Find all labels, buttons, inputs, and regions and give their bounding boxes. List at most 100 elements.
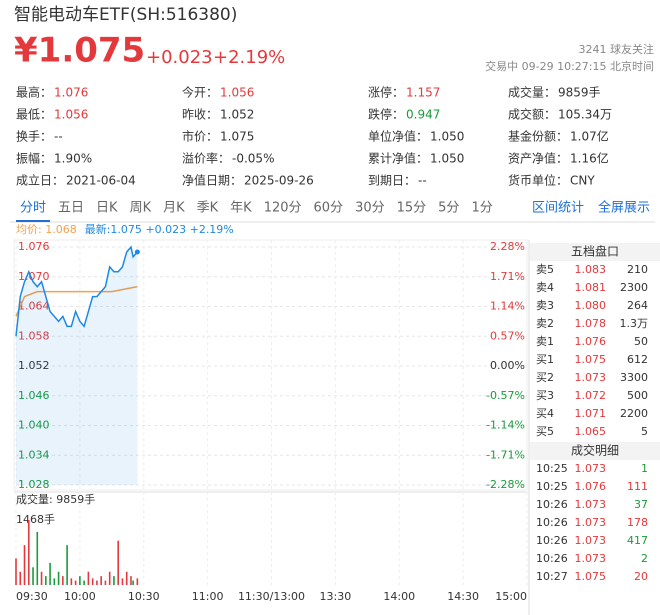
tab[interactable]: 年K: [230, 201, 252, 216]
y2-tick-label: -0.57%: [486, 389, 525, 402]
tab[interactable]: 日K: [96, 201, 118, 216]
stat-label: 到期日：: [368, 174, 416, 188]
volume-bar: [79, 576, 81, 585]
tool[interactable]: 全屏展示: [598, 200, 650, 216]
ob-level: 买5: [536, 425, 554, 438]
stat-value: --: [418, 174, 427, 188]
trade-volume: 111: [627, 480, 648, 493]
stat-value: 1.052: [220, 108, 254, 122]
volume-bar: [83, 580, 85, 585]
ob-volume: 264: [627, 299, 648, 312]
trade-volume: 178: [627, 516, 648, 529]
trade-price: 1.073: [575, 552, 607, 565]
volume-bar: [70, 578, 73, 585]
ob-level: 卖2: [536, 317, 554, 330]
x-tick-label: 11:30/13:00: [238, 590, 305, 603]
tab[interactable]: 30分: [355, 201, 385, 216]
stat-value: 1.07亿: [570, 129, 609, 144]
trade-price: 1.076: [575, 480, 607, 493]
y-tick-label: 1.076: [18, 240, 50, 253]
trade-price: 1.073: [575, 534, 607, 547]
trade-volume: 2: [641, 552, 648, 565]
trade-time: 10:27: [536, 570, 568, 583]
trades-header-bg: [530, 442, 660, 460]
stat-value: 1.90%: [54, 152, 92, 166]
trade-price: 1.073: [575, 516, 607, 529]
volume-bar: [96, 580, 98, 585]
volume-bar: [91, 578, 94, 585]
tab[interactable]: 分时: [20, 201, 46, 216]
trade-volume: 417: [627, 534, 648, 547]
tab[interactable]: 15分: [397, 201, 427, 216]
ob-volume: 500: [627, 389, 648, 402]
stat-value: --: [54, 130, 63, 144]
tab[interactable]: 月K: [163, 201, 185, 216]
tab[interactable]: 周K: [130, 201, 152, 216]
stat-value: 0.947: [406, 108, 440, 122]
ob-volume: 2200: [620, 407, 648, 420]
stat-value: 1.056: [54, 108, 88, 122]
tab[interactable]: 1分: [471, 201, 492, 216]
trade-price: 1.073: [575, 462, 607, 475]
y2-tick-label: 2.28%: [490, 240, 525, 253]
y-tick-label: 1.028: [18, 478, 50, 491]
trade-time: 10:26: [536, 552, 568, 565]
ob-volume: 2300: [620, 281, 648, 294]
volume-bar: [19, 571, 22, 585]
trade-price: 1.075: [575, 570, 607, 583]
last-point: [134, 249, 140, 255]
ob-price: 1.071: [575, 407, 607, 420]
trade-time: 10:26: [536, 516, 568, 529]
y-tick-label: 1.052: [18, 359, 50, 372]
change-pct: +2.19%: [213, 47, 285, 68]
tab[interactable]: 季K: [197, 201, 219, 216]
ob-price: 1.081: [575, 281, 607, 294]
stat-value: 2021-06-04: [66, 174, 136, 188]
price-area: [16, 247, 138, 485]
tab[interactable]: 120分: [264, 201, 302, 216]
ob-level: 卖1: [536, 335, 554, 348]
tab[interactable]: 60分: [314, 201, 344, 216]
y-tick-label: 1.034: [18, 448, 50, 461]
volume-bar: [87, 571, 90, 585]
followers[interactable]: 3241 球友关注: [579, 42, 655, 56]
ob-price: 1.073: [575, 371, 607, 384]
volume-bar: [49, 562, 51, 585]
ob-level: 买3: [536, 389, 554, 402]
stat-label: 单位净值：: [368, 129, 428, 144]
tab[interactable]: 五日: [58, 201, 84, 216]
volume-bar: [53, 578, 56, 585]
trade-time: 10:26: [536, 534, 568, 547]
trade-time: 10:25: [536, 462, 568, 475]
orderbook-title: 五档盘口: [571, 244, 619, 259]
series-line: [15, 285, 138, 317]
stat-value: 1.157: [406, 86, 440, 100]
stat-label: 昨收：: [182, 108, 218, 122]
title: 智能电动车ETF(SH:516380): [14, 5, 237, 25]
trade-price: 1.073: [575, 498, 607, 511]
volume-bar: [57, 571, 60, 585]
ob-price: 1.078: [575, 317, 607, 330]
ob-level: 卖3: [536, 299, 554, 312]
stat-value: -0.05%: [232, 152, 274, 166]
ob-price: 1.076: [575, 335, 607, 348]
tool[interactable]: 区间统计: [532, 201, 584, 216]
ob-volume: 612: [627, 353, 648, 366]
y2-tick-label: -2.28%: [486, 478, 525, 491]
volume-bar: [62, 576, 64, 585]
ob-volume: 3300: [620, 371, 648, 384]
stat-label: 净值日期：: [182, 173, 242, 188]
tab[interactable]: 5分: [438, 201, 459, 216]
x-tick-label: 14:00: [383, 590, 415, 603]
ob-level: 买2: [536, 371, 554, 384]
y2-tick-label: -1.71%: [486, 448, 525, 461]
volume-tick-label: 1468手: [16, 512, 55, 526]
stat-label: 最高：: [16, 85, 52, 100]
volume-bar: [23, 545, 26, 585]
stat-value: CNY: [570, 174, 595, 188]
stat-label: 涨停：: [368, 85, 404, 100]
x-tick-label: 15:00: [495, 590, 527, 603]
y-tick-label: 1.064: [18, 300, 50, 313]
stat-value: 105.34万: [558, 108, 612, 122]
